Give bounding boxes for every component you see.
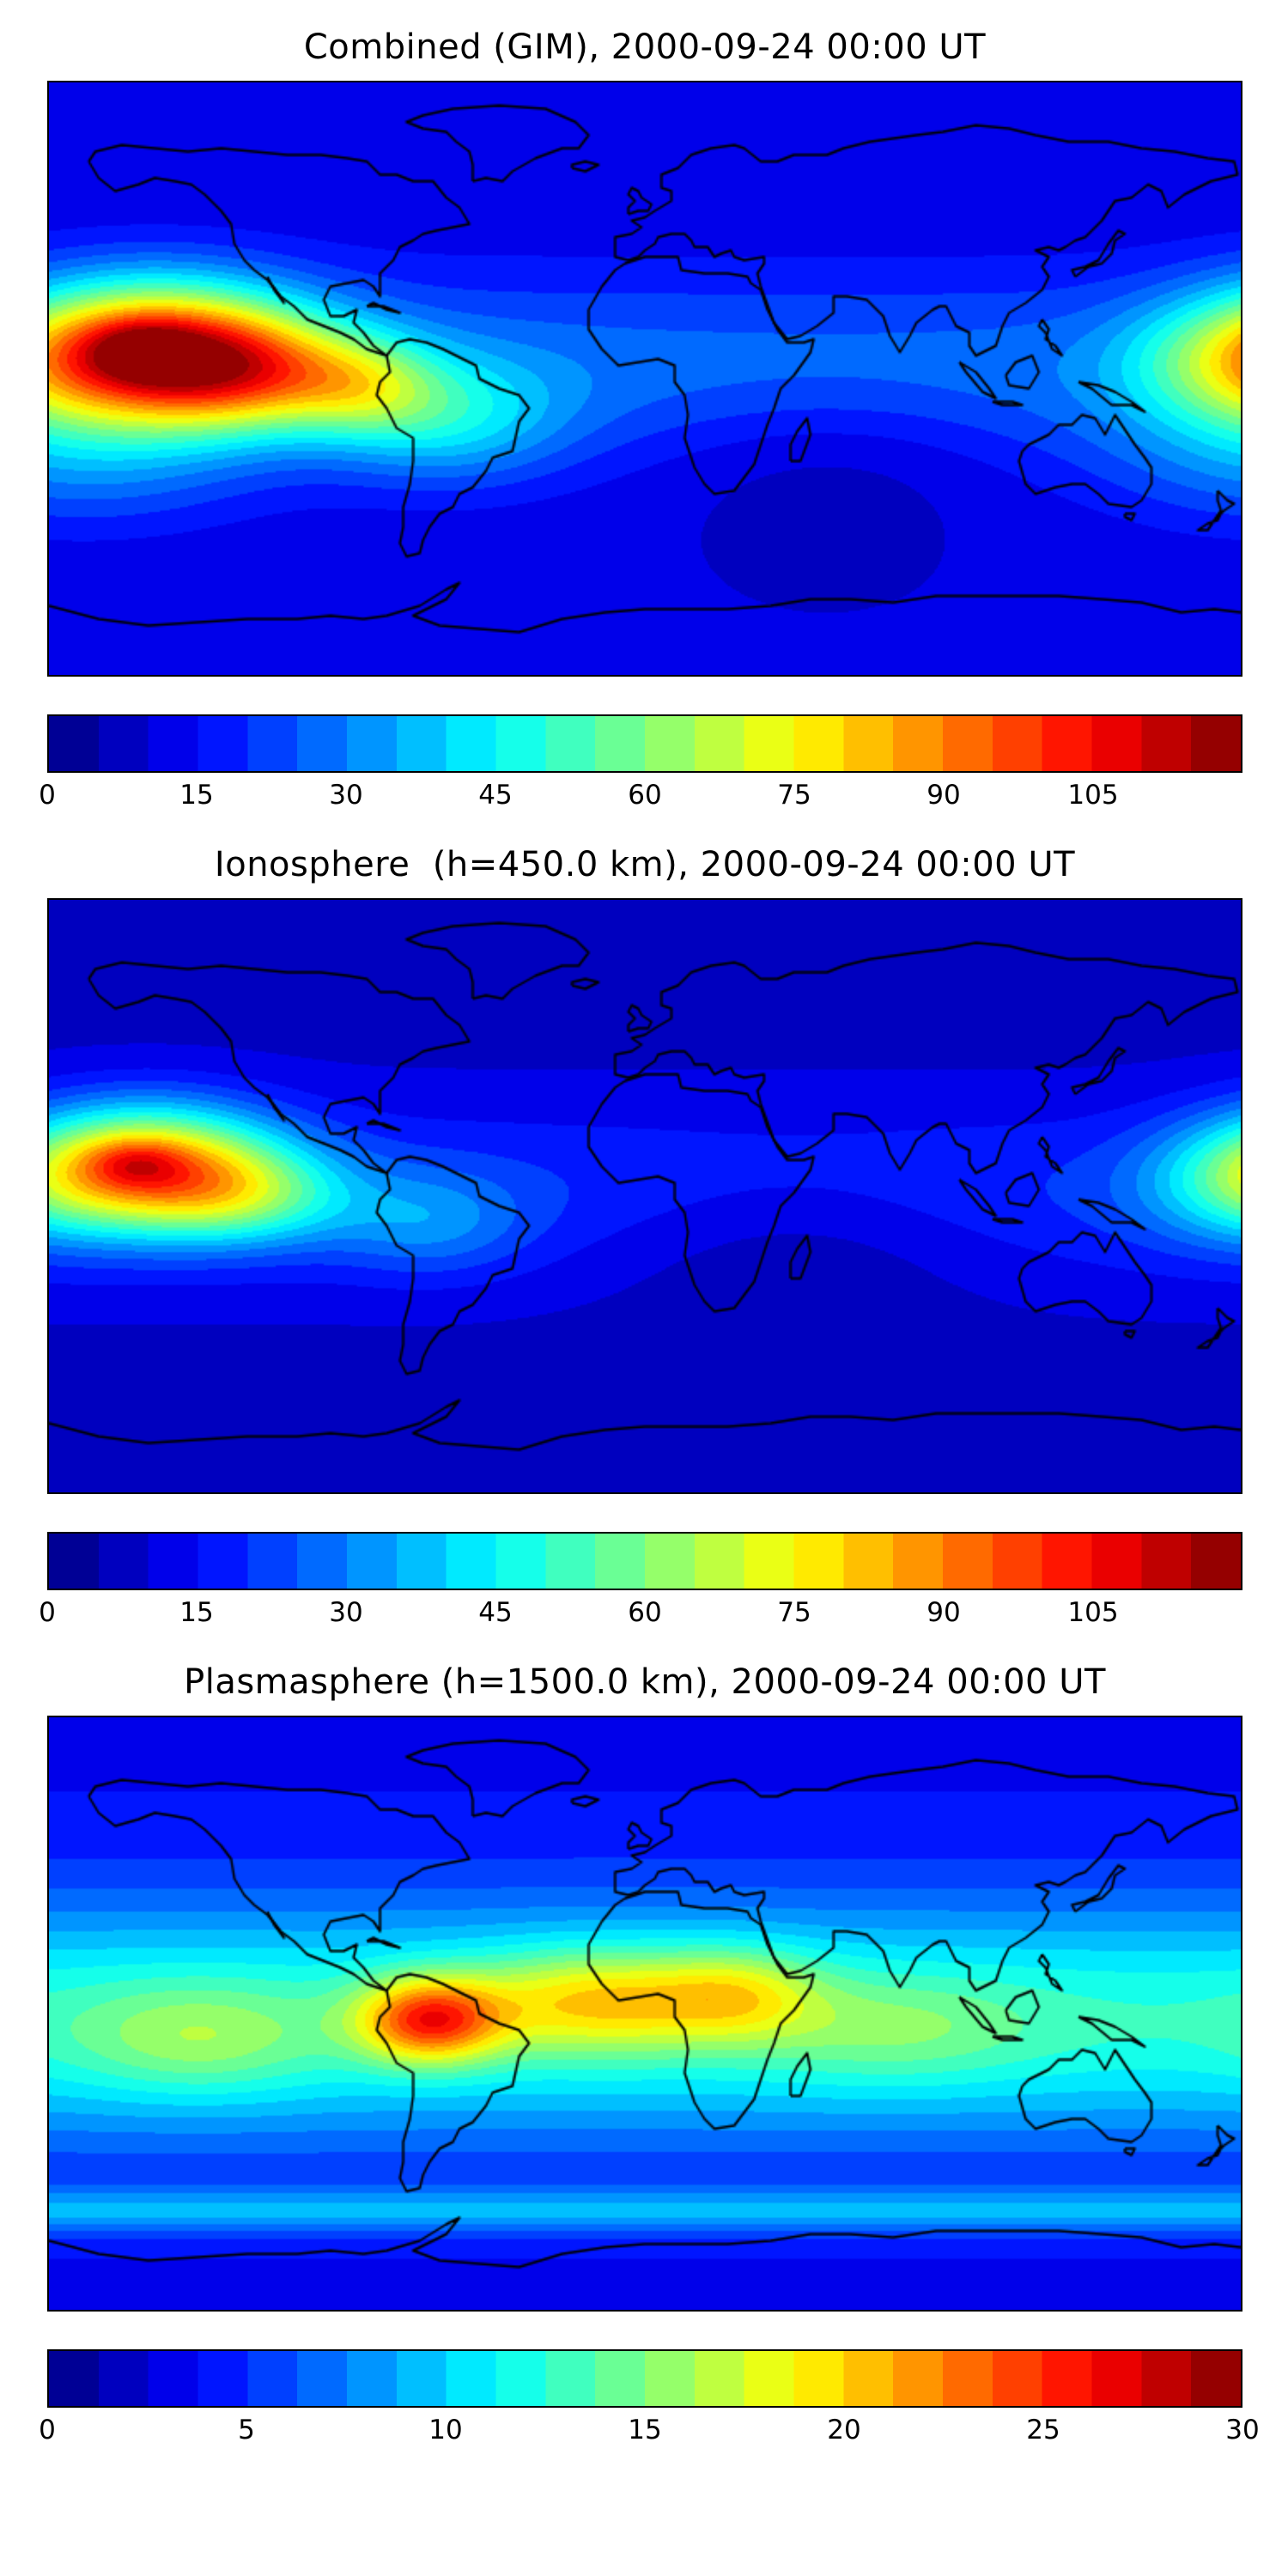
colorbar-canvas-plasmasphere: [49, 2351, 1241, 2406]
colorbar-tick-label: 105: [1067, 1597, 1119, 1628]
colorbar-tick-label: 30: [329, 780, 363, 811]
colorbar-tick-label: 30: [1225, 2415, 1260, 2445]
tec-map-canvas-combined: [49, 82, 1241, 675]
colorbar-tick-label: 45: [478, 780, 513, 811]
colorbar-canvas-combined: [49, 716, 1241, 771]
colorbar-tick-label: 15: [179, 1597, 214, 1628]
tec-map-canvas-ionosphere: [49, 900, 1241, 1492]
colorbar-tick-label: 0: [39, 1597, 56, 1628]
panel-ionosphere: Ionosphere (h=450.0 km), 2000-09-24 00:0…: [39, 845, 1242, 1638]
colorbar-tick-label: 45: [478, 1597, 513, 1628]
panel-title-plasmasphere: Plasmasphere (h=1500.0 km), 2000-09-24 0…: [184, 1662, 1106, 1702]
colorbar-tick-label: 75: [777, 780, 811, 811]
panel-plasmasphere: Plasmasphere (h=1500.0 km), 2000-09-24 0…: [39, 1662, 1260, 2456]
colorbar-ionosphere: [47, 1532, 1242, 1590]
colorbar-tick-label: 105: [1067, 780, 1119, 811]
colorbar-tick-label: 90: [927, 1597, 961, 1628]
colorbar-ticks-combined: 0 15 30 45 60 75 90 105: [39, 780, 1242, 821]
map-combined: [47, 81, 1242, 677]
colorbar-tick-label: 10: [428, 2415, 463, 2445]
colorbar-combined: [47, 714, 1242, 773]
colorbar-plasmasphere: [47, 2349, 1242, 2408]
colorbar-tick-label: 5: [238, 2415, 255, 2445]
colorbar-tick-label: 90: [927, 780, 961, 811]
map-ionosphere: [47, 898, 1242, 1494]
colorbar-ticks-ionosphere: 0 15 30 45 60 75 90 105: [39, 1597, 1242, 1638]
tec-map-canvas-plasmasphere: [49, 1717, 1241, 2310]
colorbar-tick-label: 15: [179, 780, 214, 811]
colorbar-tick-label: 0: [39, 2415, 56, 2445]
colorbar-ticks-plasmasphere: 0 5 10 15 20 25 30: [39, 2415, 1260, 2456]
panel-title-ionosphere: Ionosphere (h=450.0 km), 2000-09-24 00:0…: [214, 845, 1076, 884]
panel-title-combined: Combined (GIM), 2000-09-24 00:00 UT: [303, 27, 987, 67]
colorbar-tick-label: 60: [628, 1597, 662, 1628]
map-plasmasphere: [47, 1716, 1242, 2312]
colorbar-tick-label: 60: [628, 780, 662, 811]
colorbar-tick-label: 75: [777, 1597, 811, 1628]
colorbar-tick-label: 30: [329, 1597, 363, 1628]
colorbar-tick-label: 25: [1026, 2415, 1060, 2445]
panel-combined: Combined (GIM), 2000-09-24 00:00 UT 0 15 3…: [39, 27, 1242, 821]
colorbar-tick-label: 20: [827, 2415, 861, 2445]
figure-page: Combined (GIM), 2000-09-24 00:00 UT 0 15 3…: [39, 27, 1260, 2456]
colorbar-tick-label: 0: [39, 780, 56, 811]
colorbar-canvas-ionosphere: [49, 1534, 1241, 1589]
colorbar-tick-label: 15: [628, 2415, 662, 2445]
